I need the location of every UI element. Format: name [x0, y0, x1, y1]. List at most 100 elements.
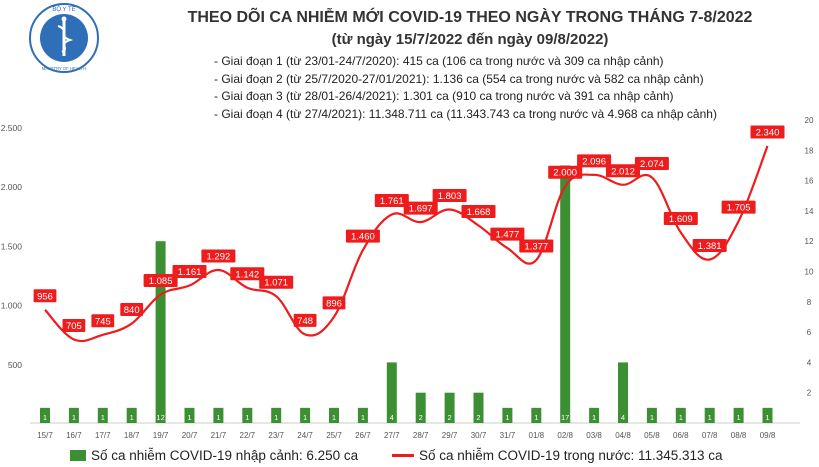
import-cases-bar [40, 407, 50, 423]
domestic-cases-label-box [345, 229, 380, 243]
domestic-cases-label-box [91, 314, 115, 328]
stage-notes: - Giai đoạn 1 (từ 23/01-24/7/2020): 415 … [214, 53, 717, 123]
domestic-cases-label-box [403, 201, 438, 215]
import-cases-bar-label: 4 [621, 413, 625, 422]
import-cases-bar-label: 2 [419, 413, 423, 422]
right-axis-tick-label: 20 [805, 116, 814, 125]
import-cases-bar [126, 407, 137, 423]
right-axis-tick-label: 14 [805, 207, 814, 216]
x-axis-tick-label: 17/7 [95, 431, 111, 440]
domestic-cases-label-box [201, 249, 236, 263]
x-axis-tick-label: 01/8 [529, 431, 545, 440]
domestic-cases-label: 1.292 [207, 252, 231, 263]
import-cases-bar-label: 2 [476, 413, 480, 422]
x-axis-tick-label: 26/7 [355, 431, 371, 440]
x-axis-tick-label: 23/7 [268, 431, 284, 440]
domestic-cases-label: 705 [66, 321, 82, 332]
right-axis-tick-label: 8 [807, 298, 812, 307]
domestic-cases-label: 2.012 [611, 166, 635, 177]
import-cases-bar-label: 1 [534, 413, 538, 422]
domestic-cases-label-box [490, 227, 525, 241]
right-axis-tick-label: 16 [805, 177, 814, 186]
import-cases-bar [213, 407, 224, 423]
left-axis-tick-label: 500 [8, 360, 22, 370]
stage-note: - Giai đoạn 1 (từ 23/01-24/7/2020): 415 … [214, 54, 664, 68]
domestic-cases-label-box [259, 275, 294, 289]
stage-note: - Giai đoạn 4 (từ 27/4/2021): 11.348.711… [214, 106, 717, 121]
domestic-cases-label: 2.000 [553, 168, 577, 179]
right-axis-tick-label: 10 [805, 268, 814, 277]
x-axis-tick-label: 22/7 [240, 431, 256, 440]
import-cases-bar-label: 2 [448, 413, 452, 422]
x-axis-tick-label: 28/7 [413, 431, 429, 440]
x-axis-tick-label: 29/7 [442, 431, 458, 440]
domestic-cases-label: 745 [95, 316, 111, 327]
import-cases-bar-label: 1 [216, 413, 220, 422]
domestic-cases-label: 748 [297, 316, 313, 327]
import-cases-bar [733, 407, 744, 423]
legend-line-swatch [392, 454, 414, 457]
domestic-cases-label-box [750, 125, 785, 139]
domestic-cases-label: 1.705 [727, 203, 751, 214]
x-axis-tick-label: 30/7 [471, 431, 487, 440]
right-axis-tick-label: 12 [805, 237, 814, 246]
left-axis-tick-label: 1.500 [1, 241, 23, 251]
import-cases-bar-label: 1 [361, 413, 365, 422]
domestic-cases-label-box [172, 265, 207, 279]
domestic-cases-label: 1.071 [264, 278, 288, 289]
import-cases-bar-label: 1 [708, 413, 712, 422]
domestic-cases-label-box [62, 319, 86, 333]
legend-bar-swatch [70, 450, 86, 461]
import-cases-bar-label: 1 [43, 413, 47, 422]
import-cases-bar [589, 407, 600, 423]
domestic-cases-label: 1.761 [380, 196, 404, 207]
legend-line-label: Số ca nhiễm COVID-19 trong nước: 11.345.… [419, 448, 723, 463]
domestic-cases-label: 1.377 [524, 241, 548, 252]
legend-bar-label: Số ca nhiễm COVID-19 nhập cảnh: 6.250 ca [91, 448, 359, 463]
x-axis-tick-label: 21/7 [211, 431, 227, 440]
import-cases-bar [531, 407, 542, 423]
import-cases-bar-label: 1 [303, 413, 307, 422]
import-cases-bar [329, 407, 339, 423]
import-cases-bar-label: 1 [274, 413, 278, 422]
stage-note: - Giai đoạn 3 (từ 28/01-26/4/2021): 1.30… [214, 89, 674, 104]
domestic-cases-label: 896 [326, 298, 342, 309]
x-axis-tick-label: 05/8 [644, 431, 660, 440]
domestic-cases-label-box [33, 289, 57, 303]
domestic-cases-label-box [663, 211, 698, 225]
import-cases-bar [300, 407, 311, 423]
x-axis-tick-label: 04/8 [615, 431, 631, 440]
x-axis-tick-label: 02/8 [557, 431, 573, 440]
domestic-cases-label-box [577, 154, 612, 168]
x-axis-tick-label: 09/8 [760, 431, 776, 440]
chart-subtitle: (từ ngày 15/7/2022 đến ngày 09/8/2022) [331, 31, 609, 48]
domestic-cases-label: 2.340 [756, 127, 780, 138]
import-cases-bar-label: 1 [332, 413, 336, 422]
domestic-cases-label-box [519, 239, 554, 253]
left-axis-tick-label: 2.500 [1, 123, 23, 133]
import-cases-bar-label: 1 [130, 413, 134, 422]
x-axis-tick-label: 15/7 [37, 431, 53, 440]
domestic-cases-label-box [548, 165, 583, 179]
domestic-cases-label: 956 [37, 291, 53, 302]
left-axis-tick-label: 2.000 [1, 182, 23, 192]
domestic-cases-line [44, 145, 769, 343]
import-cases-bar [155, 241, 166, 423]
import-cases-bar-label: 4 [390, 413, 394, 422]
right-axis-tick-label: 4 [807, 358, 812, 367]
right-axis-tick-label: 6 [807, 328, 812, 337]
import-cases-bar [675, 407, 686, 423]
import-cases-bar [386, 362, 397, 423]
stage-note: - Giai đoạn 2 (từ 25/7/2020-27/01/2021):… [214, 71, 704, 86]
import-cases-bar [618, 362, 628, 423]
domestic-cases-label: 1.697 [409, 204, 433, 215]
import-cases-bar-label: 1 [679, 413, 683, 422]
x-axis-tick-label: 16/7 [66, 431, 82, 440]
import-cases-bar [473, 392, 484, 423]
domestic-cases-label-box [143, 274, 178, 288]
x-axis-tick-label: 08/8 [731, 431, 747, 440]
import-cases-bar-label: 1 [245, 413, 249, 422]
logo-bottom-text: MINISTRY OF HEALTH [42, 66, 86, 71]
legend-bar: Số ca nhiễm COVID-19 nhập cảnh: 6.250 ca [70, 448, 358, 463]
